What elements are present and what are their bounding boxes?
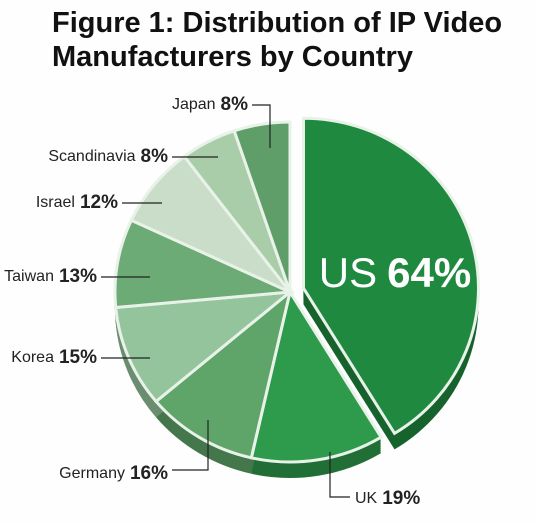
pie-slice: [301, 116, 480, 436]
leader-line: [252, 104, 271, 148]
slice-label: Taiwan 13%: [4, 266, 97, 287]
category-label: Germany: [59, 465, 125, 482]
chart-title: Figure 1: Distribution of IP Video Manuf…: [52, 7, 503, 73]
leader-line: [172, 420, 209, 471]
value-label: 15%: [59, 347, 97, 368]
slice-label: Scandinavia 8%: [48, 146, 168, 167]
slice-label: Japan 8%: [172, 94, 248, 115]
value-label: 13%: [59, 266, 97, 287]
category-label: Korea: [11, 349, 54, 366]
slice-label: US 64%: [319, 249, 471, 296]
category-label: Taiwan: [4, 268, 54, 285]
slice-label: Israel 12%: [36, 192, 118, 213]
slice-label: Germany 16%: [59, 463, 168, 484]
leader-line: [329, 452, 350, 498]
value-label: 8%: [141, 146, 169, 167]
category-label: US: [319, 249, 377, 296]
pie-slice: [113, 218, 296, 310]
pie-slice: [153, 288, 293, 460]
category-label: Japan: [172, 96, 216, 113]
slice-label: Korea 15%: [11, 347, 97, 368]
pie-slice: [232, 120, 292, 293]
category-label: Scandinavia: [48, 148, 135, 165]
category-label: UK: [355, 490, 378, 507]
value-label: 16%: [130, 463, 168, 484]
value-label: 12%: [80, 192, 118, 213]
pie-slice: [249, 288, 384, 464]
value-label: 8%: [221, 94, 249, 115]
slice-label: UK 19%: [355, 488, 420, 509]
value-label: 19%: [382, 488, 420, 509]
category-label: Israel: [36, 194, 75, 211]
value-label: 64%: [387, 249, 471, 296]
